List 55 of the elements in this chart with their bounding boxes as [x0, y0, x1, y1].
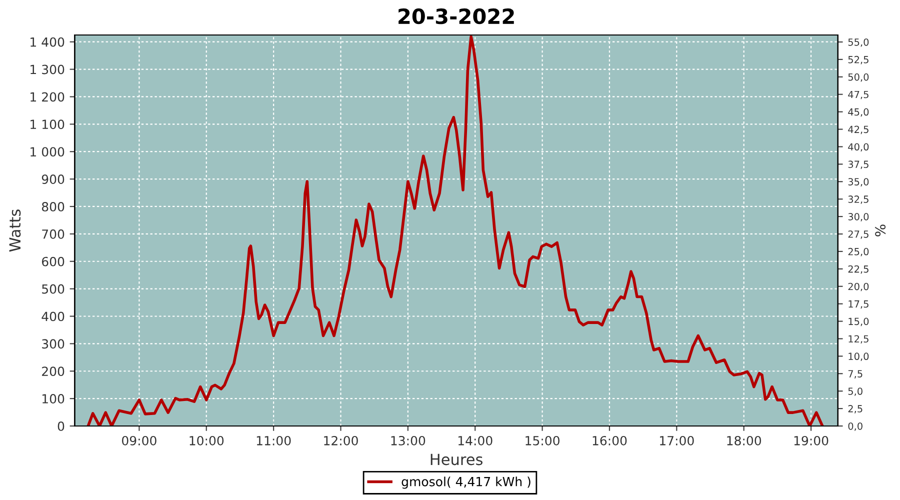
y2-tick-label: 10,0	[848, 352, 869, 361]
x-tick-label: 19:00	[794, 436, 828, 446]
y2-tick-label: 42,5	[848, 126, 868, 134]
y2-tick-label: 40,0	[848, 143, 869, 152]
y-tick-label: 1 100	[30, 120, 64, 130]
y2-tick-label: 35,0	[848, 178, 869, 186]
y-tick-label: 400	[42, 312, 64, 322]
y2-tick-label: 17,5	[848, 300, 868, 309]
y2-tick-label: 20,0	[848, 282, 869, 292]
y2-tick-label: 7,5	[848, 370, 862, 378]
y2-tick-label: 37,5	[848, 160, 868, 169]
y-tick-label: 300	[42, 339, 64, 349]
y2-tick-label: 30,0	[848, 213, 869, 222]
x-tick-label: 18:00	[727, 436, 762, 446]
y-tick-label: 1 000	[30, 147, 64, 157]
x-axis-title: Heures	[430, 454, 482, 466]
line-series	[86, 35, 824, 426]
y-tick-label: 1 200	[30, 92, 64, 102]
x-tick-label: 17:00	[660, 436, 694, 446]
y-tick-label: 700	[42, 229, 64, 239]
x-tick-label: 13:00	[391, 436, 426, 446]
y-tick-label: 900	[42, 174, 64, 184]
x-tick-label: 11:00	[256, 436, 291, 446]
chart-title: 20-3-2022	[398, 8, 514, 24]
y-tick-label: 500	[42, 284, 64, 294]
y-tick-label: 1 400	[30, 37, 64, 47]
x-tick-label: 15:00	[526, 436, 560, 446]
x-tick-label: 14:00	[458, 436, 492, 446]
y2-tick-label: 50,0	[848, 73, 869, 82]
y2-tick-label: 12,5	[848, 335, 868, 344]
y2-tick-label: 47,5	[848, 90, 868, 100]
x-tick-label: 09:00	[122, 436, 156, 446]
y2-tick-label: 5,0	[848, 388, 862, 396]
y2-tick-label: 45,0	[848, 108, 869, 117]
y2-tick-label: 52,5	[848, 56, 868, 64]
y-tick-label: 800	[42, 202, 64, 212]
y2-tick-label: 0,0	[848, 422, 862, 431]
y-tick-label: 200	[42, 366, 64, 376]
x-tick-label: 10:00	[190, 436, 224, 446]
y-tick-label: 100	[42, 394, 64, 404]
y-axis-title: Watts	[9, 210, 21, 252]
y-tick-label: 1 300	[30, 64, 64, 74]
x-tick-label: 16:00	[592, 436, 627, 446]
y-tick-label: 600	[42, 256, 64, 266]
y2-tick-label: 27,5	[848, 230, 868, 239]
y2-tick-label: 2,5	[848, 405, 862, 414]
y2-tick-label: 55,0	[848, 38, 869, 47]
y2-tick-label: 15,0	[848, 318, 869, 326]
y2-tick-label: 22,5	[848, 265, 868, 274]
legend-label: gmosol( 4,417 kWh )	[402, 476, 530, 489]
y2-tick-label: 25,0	[848, 248, 869, 256]
x-tick-label: 12:00	[324, 436, 358, 446]
y2-tick-label: 32,5	[848, 196, 868, 204]
y-tick-label: 0	[58, 421, 64, 431]
y2-axis-title: %	[875, 224, 886, 236]
